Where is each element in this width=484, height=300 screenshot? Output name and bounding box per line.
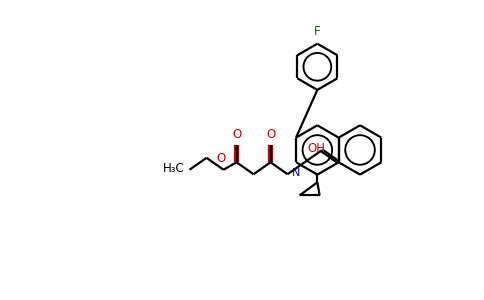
Text: OH: OH: [308, 142, 326, 154]
Text: H₃C: H₃C: [163, 163, 185, 176]
Text: N: N: [292, 168, 300, 178]
Text: O: O: [232, 128, 241, 141]
Text: O: O: [217, 152, 226, 165]
Text: O: O: [266, 128, 275, 141]
Text: F: F: [314, 25, 321, 38]
